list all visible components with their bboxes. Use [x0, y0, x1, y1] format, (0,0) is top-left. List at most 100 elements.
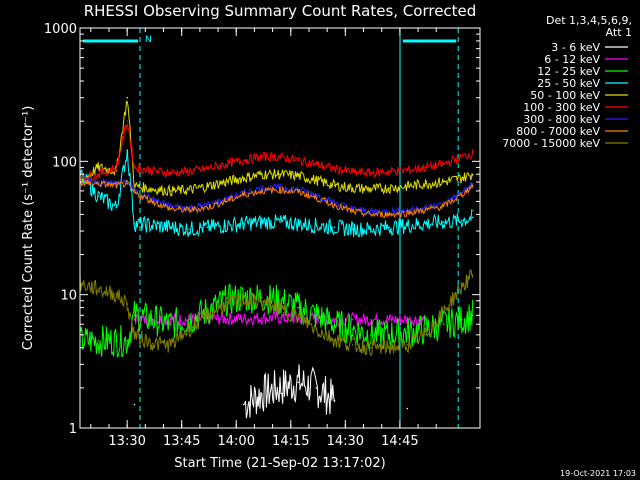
series-line-7000-15000-kev — [80, 269, 474, 357]
y-tick-label-100: 100 — [52, 155, 77, 170]
legend-label-12-25-kev: 12 - 25 keV — [537, 65, 600, 78]
data-point-12-25-kev-6 — [170, 323, 172, 326]
data-point-25-50-kev-2 — [115, 206, 118, 209]
data-point-7000-15000-kev-20 — [424, 334, 427, 336]
legend-label-100-300-kev: 100 - 300 keV — [523, 101, 600, 114]
data-point-800-7000-kev-18 — [388, 213, 390, 216]
legend-label-7000-15000-kev: 7000 - 15000 keV — [502, 137, 600, 150]
night-marker-label: N — [145, 35, 152, 45]
data-point-25-50-kev-7 — [188, 228, 190, 230]
y-tick-label-1: 1 — [69, 422, 77, 437]
y-tick-label-1000: 1000 — [44, 22, 77, 37]
data-point-50-100-kev-16 — [351, 187, 354, 189]
data-point-50-100-kev-11 — [261, 173, 263, 176]
data-point-12-25-kev-19 — [406, 331, 409, 334]
data-point-25-50-kev-10 — [242, 223, 245, 225]
timestamp: 19-Oct-2021 17:03 — [560, 469, 636, 478]
data-point-7000-15000-kev-6 — [170, 344, 172, 346]
data-point-12-25-kev-22 — [461, 318, 463, 321]
data-point-25-50-kev-12 — [279, 221, 281, 223]
data-point-50-100-kev-1 — [97, 166, 99, 169]
data-point-25-50-kev-19 — [406, 224, 409, 227]
data-point-300-800-kev-23 — [471, 182, 474, 185]
data-point-12-25-kev-5 — [151, 318, 154, 321]
data-point-7000-15000-kev-8 — [206, 314, 209, 317]
x-tick-label-1330: 13:30 — [108, 434, 145, 449]
data-point-800-7000-kev-21 — [442, 205, 445, 208]
data-point-300-800-kev-8 — [206, 204, 209, 206]
data-point-3-6-kev-10 — [242, 403, 245, 406]
data-point-7000-15000-kev-12 — [279, 308, 281, 310]
legend-label-800-7000-kev: 800 - 7000 keV — [516, 125, 600, 138]
data-point-50-100-kev-15 — [333, 184, 336, 187]
data-point-800-7000-kev-2 — [115, 184, 118, 187]
series-line-300-800-kev — [80, 177, 473, 216]
data-point-800-7000-kev-20 — [424, 209, 427, 211]
data-point-50-100-kev-22 — [461, 177, 463, 179]
data-point-100-300-kev-4 — [133, 166, 136, 169]
y-tick-label-10: 10 — [60, 289, 77, 304]
data-point-7000-15000-kev-21 — [442, 310, 445, 313]
data-point-800-7000-kev-12 — [279, 189, 281, 191]
x-tick-label-1430: 14:30 — [327, 434, 364, 449]
data-point-100-300-kev-17 — [370, 172, 372, 174]
data-point-12-25-kev-14 — [315, 314, 318, 317]
data-point-7000-15000-kev-1 — [97, 288, 99, 290]
data-point-3-6-kev-12 — [279, 387, 281, 389]
data-point-800-7000-kev-6 — [170, 208, 172, 210]
data-point-100-300-kev-14 — [315, 163, 318, 166]
data-point-6-12-kev-12 — [279, 317, 281, 319]
data-point-7000-15000-kev-11 — [261, 301, 263, 303]
data-point-6-12-kev-16 — [351, 318, 354, 321]
data-point-100-300-kev-6 — [170, 172, 172, 174]
plot-frame — [79, 27, 481, 429]
data-point-800-7000-kev-8 — [206, 206, 209, 209]
data-point-25-50-kev-5 — [151, 224, 154, 227]
data-point-6-12-kev-11 — [261, 317, 263, 319]
data-point-12-25-kev-17 — [370, 334, 372, 336]
data-point-100-300-kev-16 — [351, 171, 354, 173]
data-point-25-50-kev-20 — [424, 223, 427, 225]
data-point-100-300-kev-22 — [461, 156, 463, 158]
y-axis-label: Corrected Count Rate (s⁻¹ detector⁻¹) — [21, 106, 36, 351]
x-tick-label-1400: 14:00 — [218, 434, 255, 449]
data-point-25-50-kev-22 — [461, 219, 463, 222]
legend-header-line-1: Det 1,3,4,5,6,9, — [546, 14, 632, 27]
data-point-50-100-kev-5 — [151, 188, 154, 190]
data-point-12-25-kev-7 — [188, 318, 190, 321]
data-point-800-7000-kev-19 — [406, 212, 409, 214]
data-point-12-25-kev-21 — [442, 323, 445, 326]
legend-header: Det 1,3,4,5,6,9, Att 1 — [546, 14, 632, 39]
data-point-50-100-kev-9 — [224, 181, 227, 183]
data-point-7000-15000-kev-17 — [370, 346, 372, 349]
data-point-25-50-kev-23 — [471, 216, 474, 219]
data-point-800-7000-kev-23 — [471, 184, 474, 187]
data-point-6-12-kev-9 — [224, 317, 227, 320]
data-point-6-12-kev-15 — [333, 318, 336, 321]
series-line-12-25-kev — [80, 283, 474, 358]
y-axis: 1 10 100 1000 — [44, 22, 480, 437]
data-point-50-100-kev-19 — [406, 185, 409, 188]
data-point-6-12-kev-20 — [424, 318, 427, 321]
data-point-12-25-kev-15 — [333, 323, 336, 326]
data-point-50-100-kev-23 — [471, 173, 474, 176]
legend-label-300-800-kev: 300 - 800 keV — [523, 113, 600, 126]
data-point-7000-15000-kev-9 — [224, 303, 227, 305]
data-point-7000-15000-kev-19 — [406, 344, 409, 346]
data-point-25-50-kev-9 — [224, 224, 227, 227]
data-point-800-7000-kev-1 — [97, 182, 99, 185]
x-tick-label-1345: 13:45 — [163, 434, 200, 449]
legend-label-25-50-kev: 25 - 50 keV — [537, 77, 600, 90]
data-point-7000-15000-kev-23 — [471, 274, 474, 277]
data-point-800-7000-kev-16 — [351, 210, 354, 213]
data-point-25-50-kev-21 — [442, 221, 445, 223]
legend-label-3-6-kev: 3 - 6 keV — [551, 41, 600, 54]
data-point-50-100-kev-4 — [133, 185, 136, 188]
data-point-800-7000-kev-17 — [370, 213, 372, 216]
data-point-50-100-kev-20 — [424, 182, 427, 185]
x-tick-label-1445: 14:45 — [381, 434, 418, 449]
data-point-100-300-kev-8 — [206, 167, 209, 170]
data-point-25-50-kev-11 — [261, 221, 263, 223]
